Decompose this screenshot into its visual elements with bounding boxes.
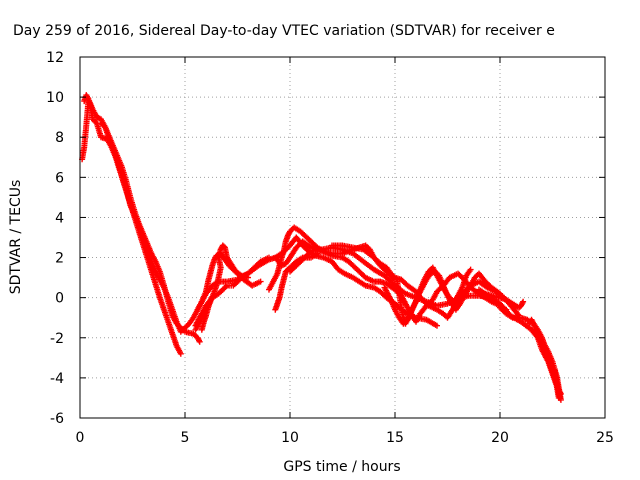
y-tick-label: 6 — [55, 170, 64, 186]
x-tick-label: 0 — [76, 430, 85, 446]
y-tick-label: 0 — [55, 291, 64, 307]
data-point — [266, 254, 272, 261]
y-tick-label: -2 — [50, 331, 64, 347]
data-point — [177, 350, 184, 357]
y-tick-label: 2 — [55, 251, 64, 267]
y-tick-label: 8 — [55, 130, 64, 146]
x-tick-label: 25 — [596, 430, 614, 446]
y-tick-label: 12 — [46, 50, 64, 66]
x-tick-label: 15 — [386, 430, 404, 446]
y-tick-label: 10 — [46, 90, 64, 106]
data-point — [557, 390, 564, 397]
x-tick-label: 20 — [491, 430, 509, 446]
grid — [80, 57, 605, 418]
data-point — [196, 338, 203, 345]
chart-title: Day 259 of 2016, Sidereal Day-to-day VTE… — [13, 23, 555, 39]
y-tick-label: -6 — [50, 411, 64, 427]
plot-frame — [79, 56, 606, 419]
data-point — [257, 278, 264, 285]
data-point — [467, 266, 474, 273]
x-tick-label: 10 — [281, 430, 299, 446]
data-point — [207, 298, 214, 305]
data-point — [245, 274, 251, 281]
data-point — [434, 322, 440, 329]
y-tick-label: 4 — [55, 210, 64, 226]
data-point — [520, 298, 527, 305]
y-tick-label: -4 — [50, 371, 64, 387]
x-tick-label: 5 — [181, 430, 190, 446]
data-points — [79, 92, 564, 403]
x-axis-label: GPS time / hours — [283, 459, 400, 475]
y-axis-label: SDTVAR / TECUs — [8, 180, 24, 295]
axis-ticks: 0 5 10 15 20 25 -6 -4 -2 0 2 4 6 8 10 12 — [46, 50, 614, 446]
